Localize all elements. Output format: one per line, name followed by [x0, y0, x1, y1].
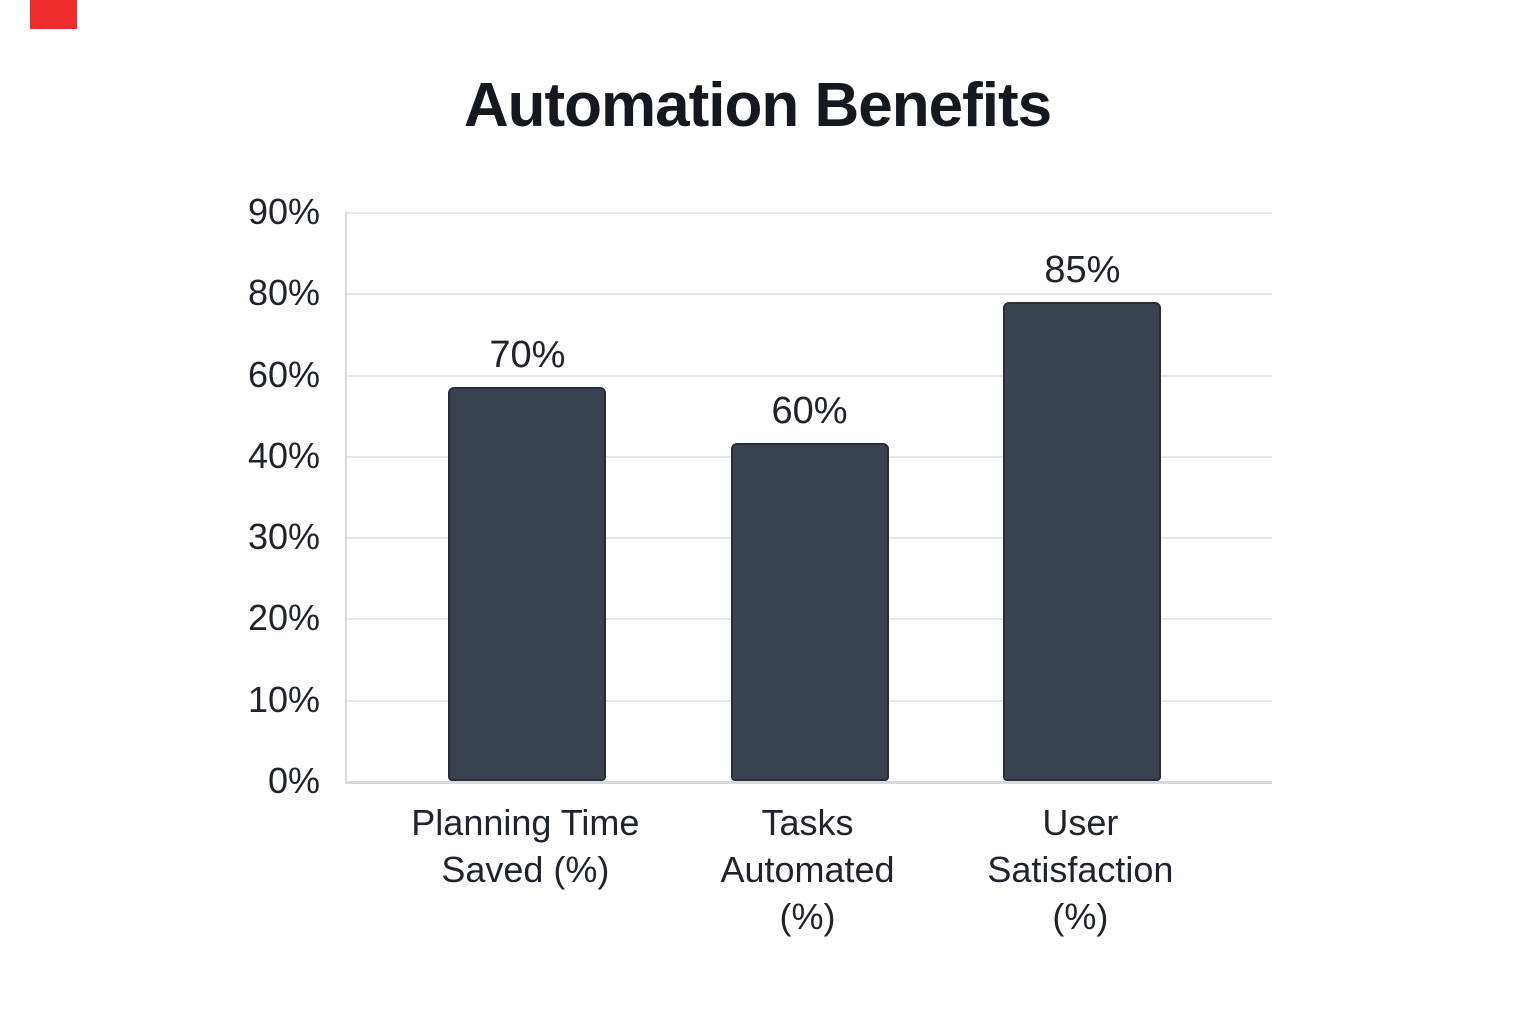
red-marker	[30, 0, 77, 29]
x-tick-label: Tasks Automated (%)	[720, 802, 895, 937]
plot-area: 70% 60% 85%	[345, 212, 1272, 784]
bar-value-label: 85%	[1044, 249, 1121, 292]
x-tick-label: User Satisfaction (%)	[987, 802, 1174, 937]
y-tick-label: 80%	[247, 272, 320, 314]
y-tick-label: 40%	[247, 434, 320, 476]
bar	[448, 386, 607, 781]
y-tick-label: 20%	[247, 597, 320, 639]
x-tick-label: Planning Time Saved (%)	[411, 802, 640, 890]
chart-title: Automation Benefits	[463, 71, 1052, 140]
y-tick-label: 60%	[247, 353, 320, 395]
y-tick-label: 10%	[247, 678, 320, 720]
y-tick-label: 90%	[247, 191, 320, 232]
gridline	[347, 293, 1272, 296]
bar	[730, 442, 889, 781]
y-tick-label: 30%	[247, 516, 320, 558]
gridline	[347, 374, 1272, 377]
gridline	[347, 212, 1272, 214]
bar	[1003, 302, 1162, 781]
y-tick-label: 0%	[267, 760, 320, 801]
bar-value-label: 70%	[489, 333, 566, 376]
bar-value-label: 60%	[771, 389, 848, 432]
